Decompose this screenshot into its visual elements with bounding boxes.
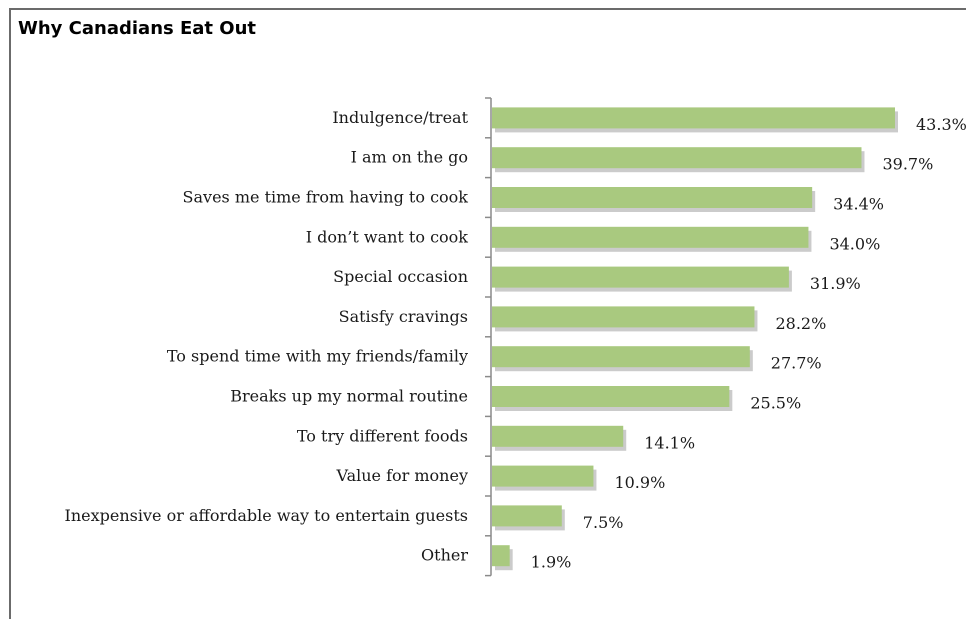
bar <box>492 425 624 447</box>
bar <box>492 187 813 208</box>
bar <box>492 505 562 527</box>
category-label: Inexpensive or affordable way to enterta… <box>65 506 468 525</box>
category-label: Saves me time from having to cook <box>183 188 469 207</box>
data-label: 1.9% <box>531 553 572 572</box>
data-label: 31.9% <box>810 274 861 293</box>
bar <box>492 226 809 248</box>
bar <box>492 147 862 169</box>
category-label: Breaks up my normal routine <box>230 387 468 406</box>
bar <box>492 386 730 407</box>
data-label: 43.3% <box>916 115 966 134</box>
data-label: 34.4% <box>833 195 884 214</box>
labels-layer: Indulgence/treat 43.3% I am on the go 39.7%… <box>65 108 966 572</box>
bars-layer <box>492 107 898 571</box>
data-label: 28.2% <box>775 314 826 333</box>
bar <box>492 266 789 288</box>
category-label: Satisfy cravings <box>339 307 468 326</box>
category-label: I am on the go <box>351 148 468 167</box>
data-label: 39.7% <box>882 155 933 174</box>
bar <box>492 306 755 328</box>
category-label: Value for money <box>335 466 468 485</box>
category-axis <box>485 97 492 577</box>
category-label: Other <box>421 546 468 565</box>
bar <box>492 545 510 567</box>
chart-title: Why Canadians Eat Out <box>18 18 257 39</box>
bar <box>492 107 895 129</box>
category-label: To try different foods <box>297 426 468 445</box>
category-label: To spend time with my friends/family <box>167 347 468 366</box>
data-label: 14.1% <box>644 433 695 452</box>
category-label: Indulgence/treat <box>332 108 468 127</box>
category-label: Special occasion <box>333 267 468 286</box>
bar <box>492 346 750 368</box>
data-label: 27.7% <box>771 354 822 373</box>
data-label: 25.5% <box>750 394 801 413</box>
data-label: 7.5% <box>583 513 624 532</box>
data-label: 10.9% <box>614 473 665 492</box>
category-label: I don’t want to cook <box>306 227 469 246</box>
data-label: 34.0% <box>829 234 880 253</box>
bar <box>492 465 594 487</box>
